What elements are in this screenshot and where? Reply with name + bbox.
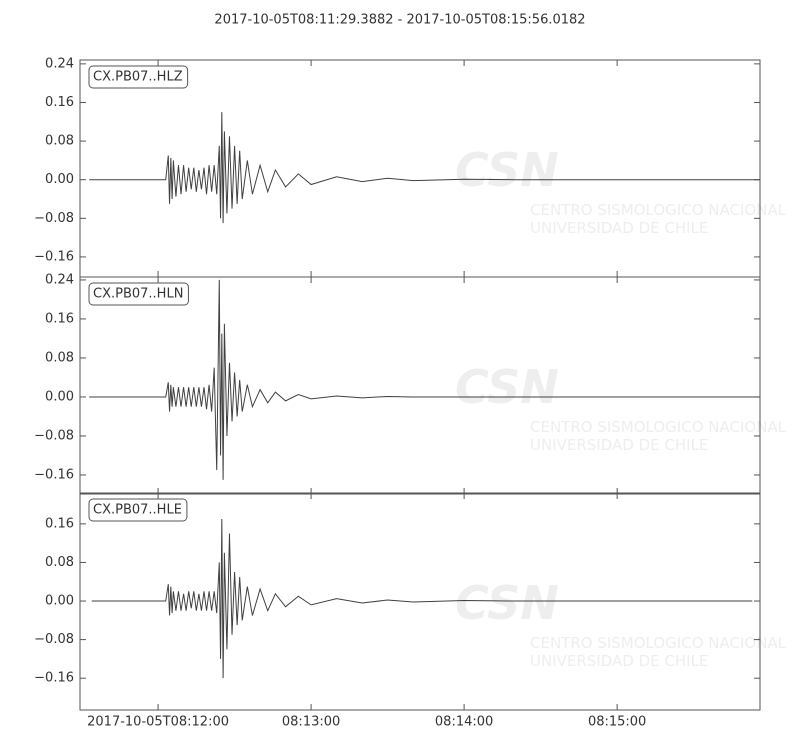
y-tick-label: −0.08 [34, 211, 74, 226]
channel-label-box [88, 65, 189, 89]
y-tick-label: 0.08 [45, 555, 74, 570]
y-tick-label: −0.16 [34, 467, 74, 482]
watermark-line: CENTRO SISMOLOGICO NACIONAL [530, 634, 787, 652]
watermark-logo: CSN [455, 143, 559, 197]
trace [89, 279, 760, 480]
y-tick-label: −0.16 [34, 671, 74, 686]
y-tick-label: 0.00 [45, 594, 74, 609]
panel-frame [79, 59, 761, 278]
channel-label: CX.PB07..HLZ [93, 70, 183, 85]
watermark-line: UNIVERSIDAD DE CHILE [530, 436, 708, 454]
x-tick-label: 2017-10-05T08:12:00 [87, 715, 229, 730]
y-tick-label: 0.16 [45, 516, 74, 531]
watermark-line: UNIVERSIDAD DE CHILE [530, 219, 708, 237]
watermark-line: CENTRO SISMOLOGICO NACIONAL [530, 418, 787, 436]
x-tick-label: 08:13:00 [282, 715, 340, 730]
x-tick-label: 08:15:00 [588, 715, 646, 730]
y-tick-label: −0.08 [34, 632, 74, 647]
y-tick-label: −0.08 [34, 428, 74, 443]
trace [91, 519, 753, 679]
y-tick-label: 0.08 [45, 134, 74, 149]
channel-label: CX.PB07..HLE [93, 503, 182, 518]
trace [89, 112, 760, 224]
y-tick-label: 0.16 [45, 95, 74, 110]
y-tick-label: 0.24 [45, 56, 74, 71]
channel-label-box [88, 498, 188, 522]
y-tick-label: 0.00 [45, 389, 74, 404]
watermark-logo: CSN [455, 360, 559, 414]
watermark-logo: CSN [455, 576, 559, 630]
y-tick-label: 0.16 [45, 311, 74, 326]
y-tick-label: 0.24 [45, 272, 74, 287]
y-tick-label: −0.16 [34, 249, 74, 264]
channel-label: CX.PB07..HLN [93, 287, 183, 302]
panel-frame [79, 492, 761, 711]
figure-title: 2017-10-05T08:11:29.3882 - 2017-10-05T08… [214, 13, 585, 28]
channel-label-box [88, 282, 189, 306]
y-tick-label: 0.00 [45, 172, 74, 187]
x-tick-label: 08:14:00 [435, 715, 493, 730]
panel-frame [79, 276, 761, 495]
watermark-line: CENTRO SISMOLOGICO NACIONAL [530, 201, 787, 219]
watermark-line: UNIVERSIDAD DE CHILE [530, 652, 708, 670]
y-tick-label: 0.08 [45, 350, 74, 365]
